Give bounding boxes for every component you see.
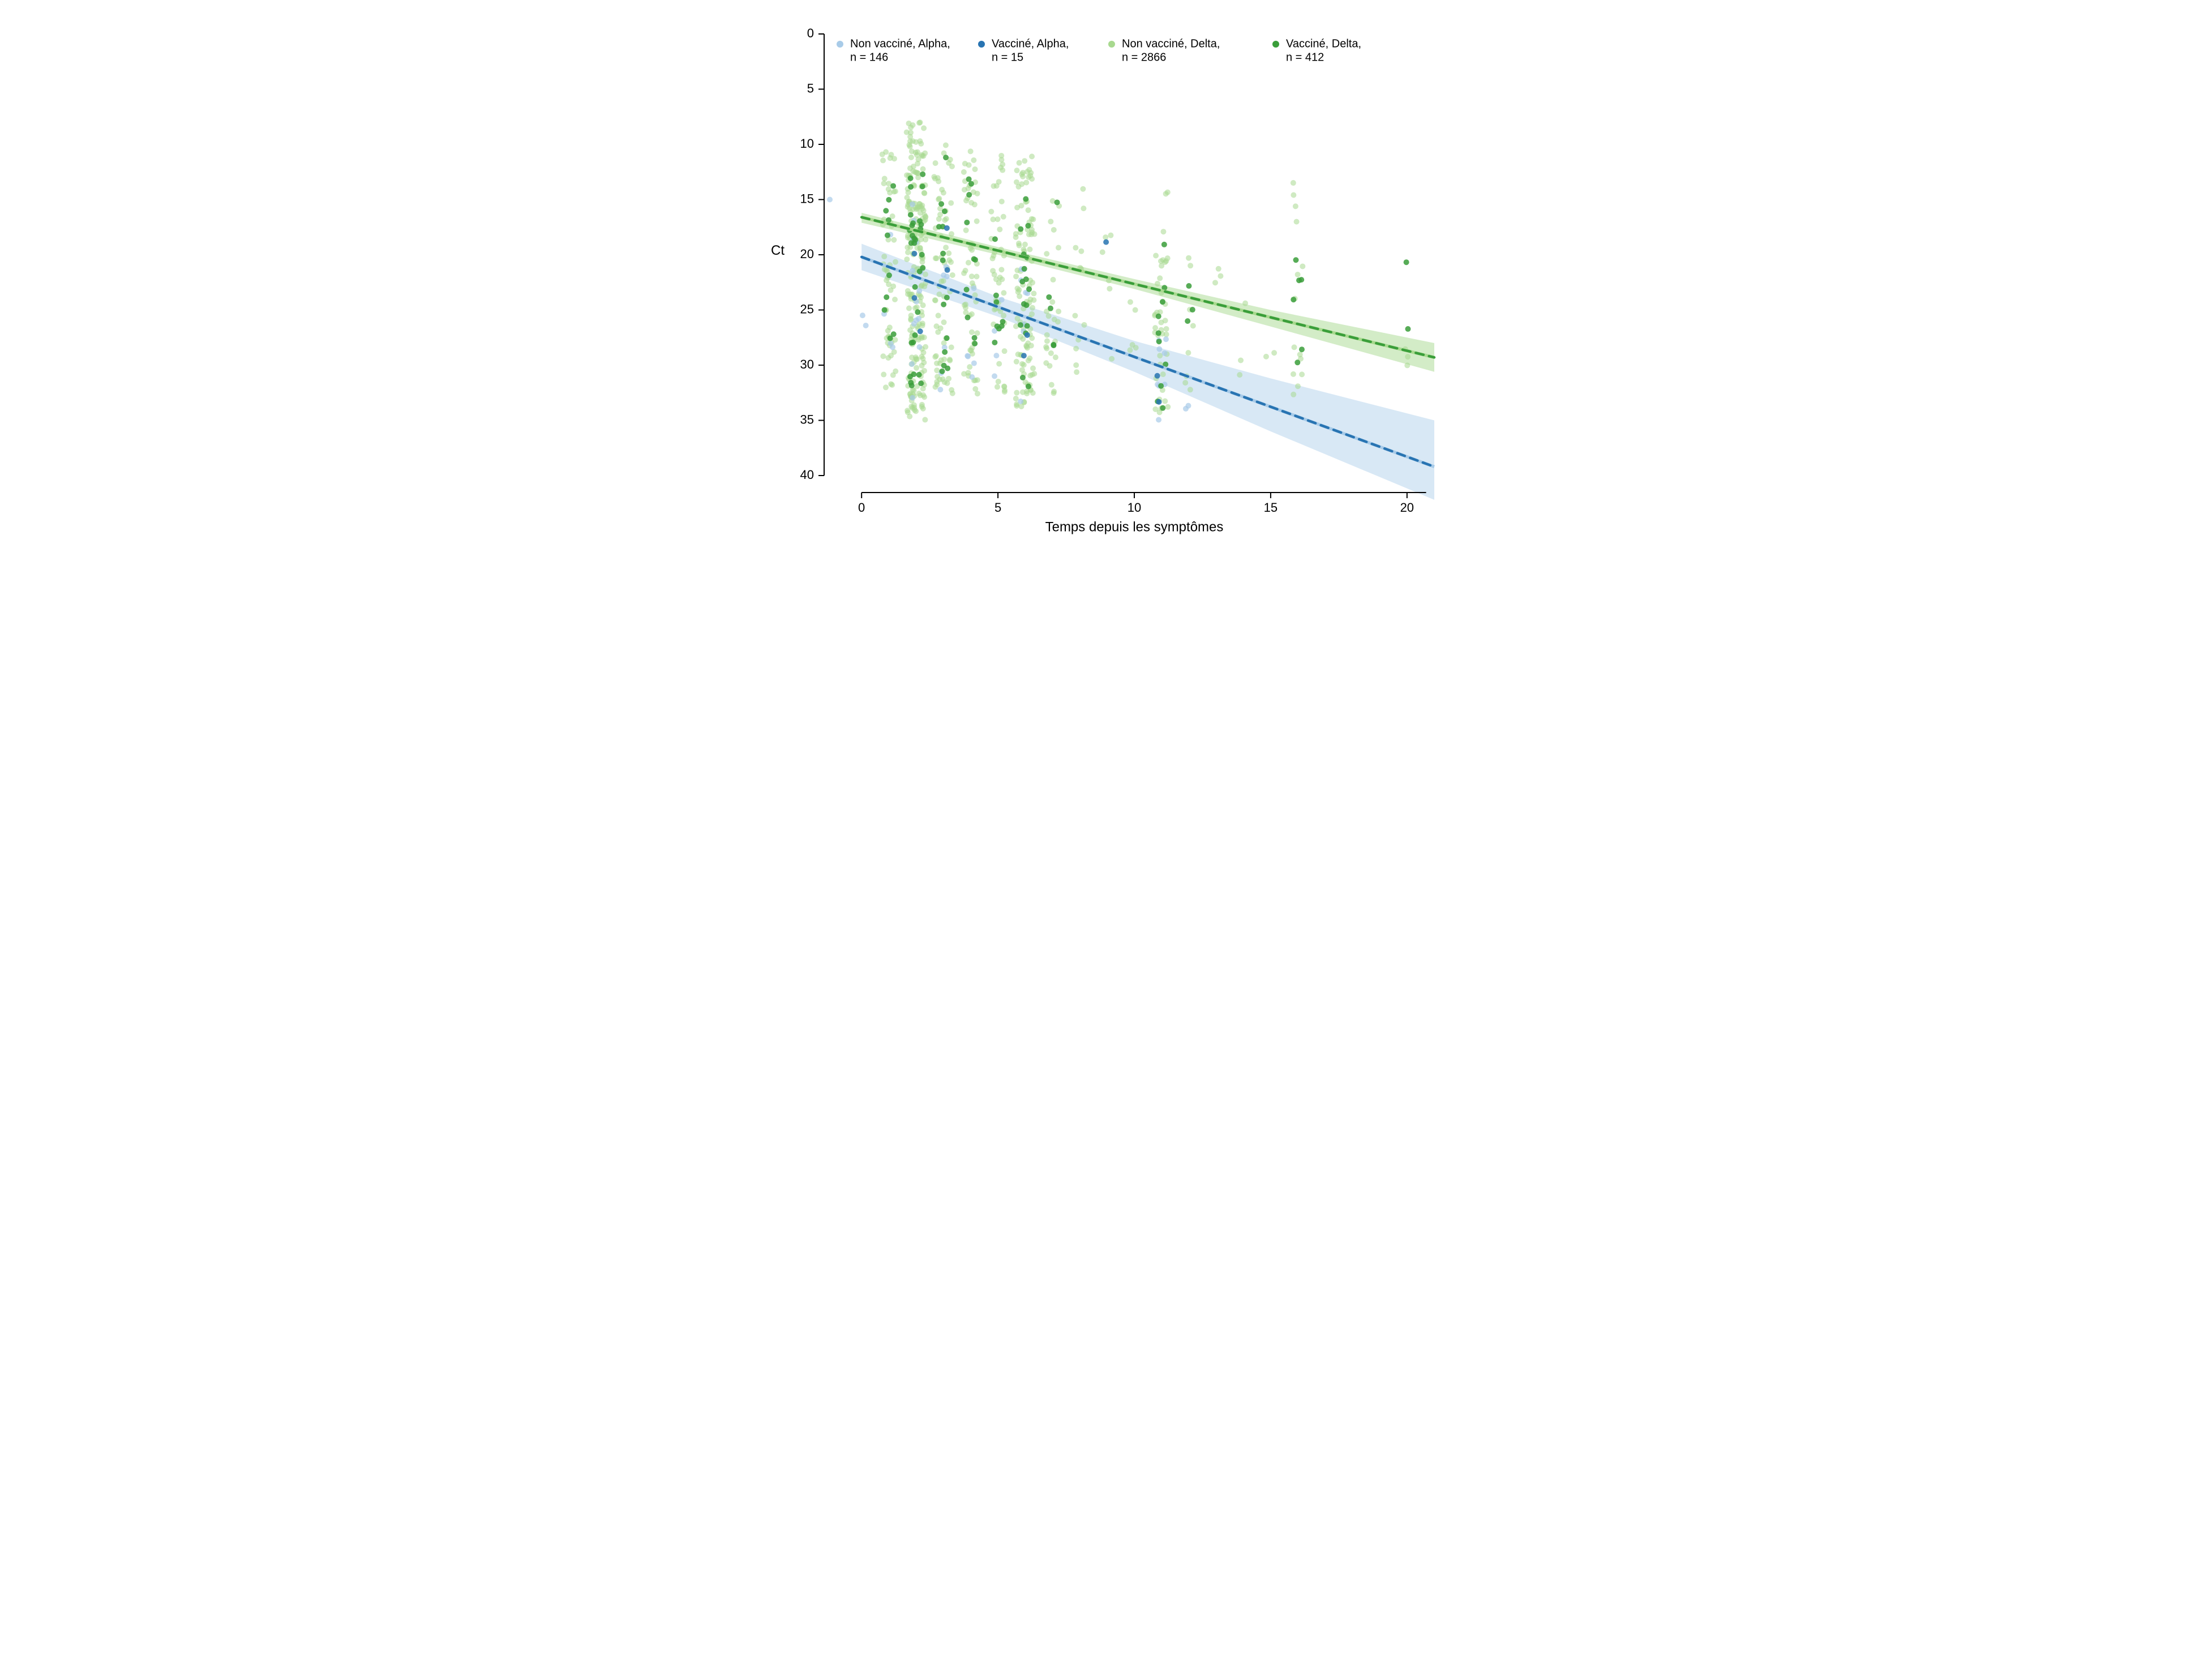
legend-label-vd-1: Vacciné, Delta, <box>1286 37 1361 50</box>
chart-svg: 0 5 10 15 20 25 30 35 40 0 5 10 15 20 Temps depuis les… <box>755 11 1457 543</box>
svg-text:15: 15 <box>1264 500 1278 515</box>
legend-label-va-1: Vacciné, Alpha, <box>992 37 1069 50</box>
x-axis-label: Temps depuis les symptômes <box>1045 519 1224 534</box>
svg-text:10: 10 <box>800 136 814 151</box>
svg-text:35: 35 <box>800 412 814 426</box>
svg-text:15: 15 <box>800 191 814 206</box>
svg-text:0: 0 <box>807 26 814 40</box>
svg-text:10: 10 <box>1128 500 1141 515</box>
legend-label-nvd-1: Non vacciné, Delta, <box>1122 37 1220 50</box>
legend-marker-nva <box>837 41 843 48</box>
svg-text:30: 30 <box>800 357 814 371</box>
svg-text:5: 5 <box>807 81 814 95</box>
legend-marker-vd <box>1272 41 1279 48</box>
legend-label-nvd-2: n = 2866 <box>1122 51 1166 63</box>
legend-marker-nvd <box>1108 41 1115 48</box>
svg-text:25: 25 <box>800 302 814 316</box>
svg-text:5: 5 <box>994 500 1001 515</box>
y-axis-label: Ct <box>771 243 785 258</box>
svg-text:20: 20 <box>1400 500 1414 515</box>
legend-label-va-2: n = 15 <box>992 51 1023 63</box>
svg-text:20: 20 <box>800 247 814 261</box>
legend-label-vd-2: n = 412 <box>1286 51 1324 63</box>
svg-text:0: 0 <box>858 500 865 515</box>
legend-label-nva-1: Non vacciné, Alpha, <box>850 37 950 50</box>
svg-text:40: 40 <box>800 468 814 482</box>
legend-label-nva-2: n = 146 <box>850 51 888 63</box>
ct-scatter-chart: 0 5 10 15 20 25 30 35 40 0 5 10 15 20 Temps depuis les… <box>755 11 1457 543</box>
legend-marker-va <box>978 41 985 48</box>
